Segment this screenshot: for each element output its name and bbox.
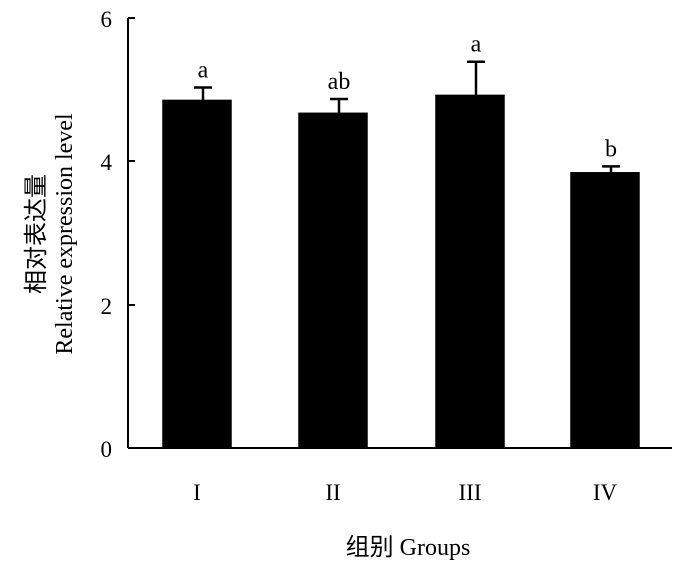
bar (162, 99, 232, 449)
x-tick-label: III (459, 480, 482, 505)
bar (298, 112, 368, 449)
significance-label: a (471, 32, 482, 58)
y-axis-title: 相对表达量 Relative expression level (23, 113, 78, 355)
bar (570, 172, 640, 449)
y-tick-label: 2 (101, 294, 113, 319)
y-tick-label: 6 (101, 7, 113, 32)
y-axis-title-en: Relative expression level (52, 113, 78, 355)
significance-label: b (605, 136, 617, 162)
x-tick-label: I (193, 480, 201, 505)
y-ticks (128, 17, 135, 449)
x-tick-label: IV (593, 480, 618, 505)
bar (435, 94, 505, 449)
y-tick-label: 4 (101, 150, 113, 175)
x-axis-title: 组别 Groups (346, 534, 471, 561)
y-axis-title-cn: 相对表达量 (23, 174, 50, 294)
x-tick-label: II (325, 480, 340, 505)
y-tick-labels: 6 4 2 0 (101, 7, 113, 462)
x-tick-labels: I II III IV (193, 480, 617, 505)
significance-label: a (198, 58, 209, 84)
significance-label: ab (328, 69, 351, 95)
y-tick-label: 0 (101, 437, 113, 462)
